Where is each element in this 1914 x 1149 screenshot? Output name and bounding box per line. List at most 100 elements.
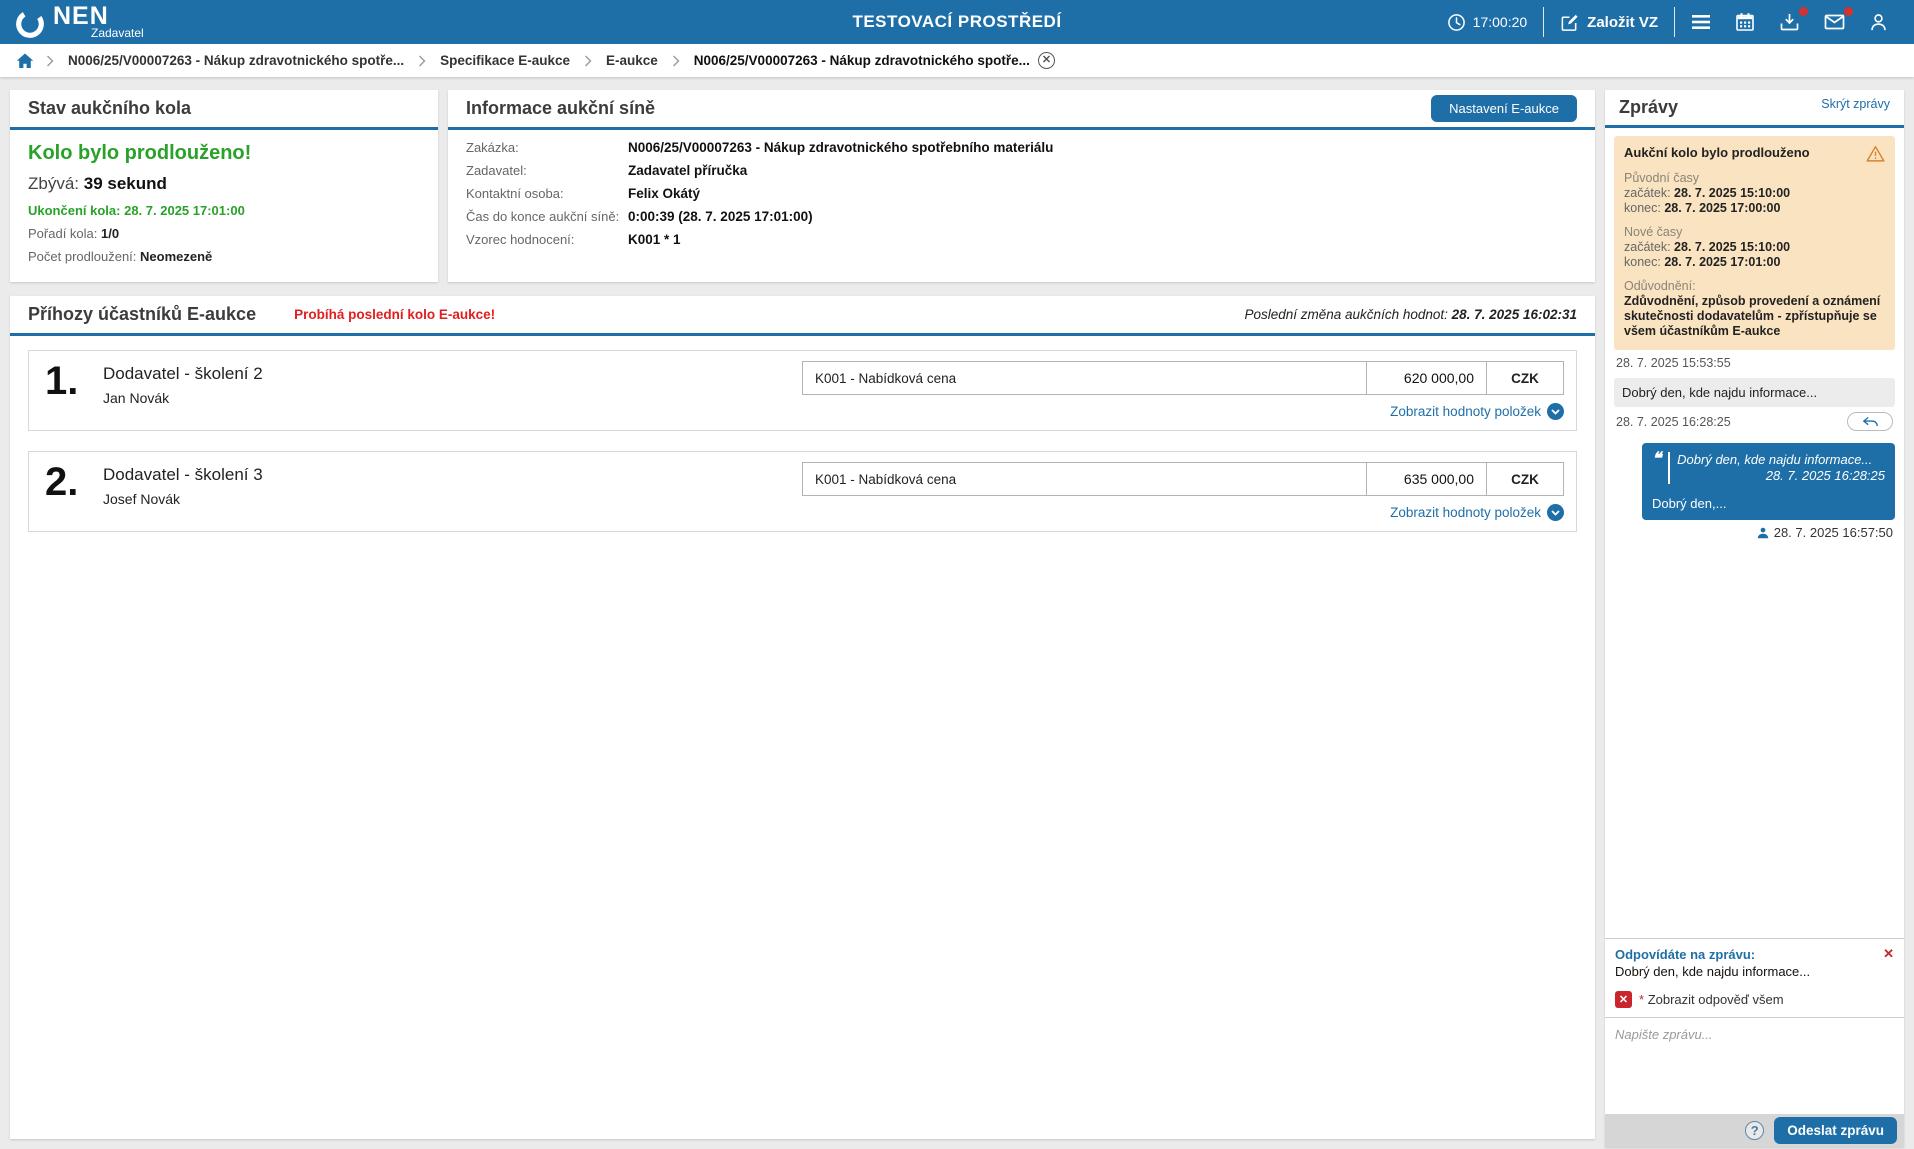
home-icon[interactable] bbox=[16, 53, 34, 69]
bids-title: Příhozy účastníků E-aukce bbox=[28, 304, 257, 324]
header-toolbar: 17:00:20 Založit VZ bbox=[1435, 0, 1914, 44]
quoted-message: ❝ Dobrý den, kde najdu informace... 28. … bbox=[1652, 450, 1885, 484]
last-change-label: Poslední změna aukčních hodnot: bbox=[1244, 307, 1448, 322]
notice-timestamp: 28. 7. 2025 15:53:55 bbox=[1616, 356, 1731, 370]
warning-icon bbox=[1866, 145, 1885, 162]
bid-criterion-label: K001 - Nabídková cena bbox=[803, 463, 1367, 495]
show-item-values-label: Zobrazit hodnoty položek bbox=[1390, 505, 1541, 520]
show-item-values-link[interactable]: Zobrazit hodnoty položek bbox=[802, 504, 1564, 521]
round-extensions-label: Počet prodloužení: bbox=[28, 249, 137, 264]
clock-icon bbox=[1447, 13, 1465, 31]
bid-rank: 2. bbox=[45, 460, 79, 504]
mail-icon bbox=[1824, 14, 1845, 30]
bid-criterion-label: K001 - Nabídková cena bbox=[803, 362, 1367, 394]
environment-title: TESTOVACÍ PROSTŘEDÍ bbox=[852, 12, 1062, 31]
round-extensions: Počet prodloužení: Neomezeně bbox=[28, 249, 420, 264]
user-button[interactable] bbox=[1857, 0, 1900, 44]
quote-timestamp: 28. 7. 2025 16:28:25 bbox=[1765, 468, 1885, 483]
breadcrumb-item-eauction[interactable]: E-aukce bbox=[605, 53, 658, 68]
round-order-label: Pořadí kola: bbox=[28, 226, 98, 241]
header-divider bbox=[1543, 7, 1545, 37]
help-icon[interactable]: ? bbox=[1745, 1121, 1765, 1140]
end-value: 28. 7. 2025 17:01:00 bbox=[1664, 255, 1781, 269]
info-value: Zadavatel příručka bbox=[628, 163, 748, 178]
start-label: začátek: bbox=[1624, 240, 1671, 254]
reason-label: Odůvodnění: bbox=[1624, 279, 1696, 293]
reply-icon bbox=[1863, 416, 1878, 426]
original-start: začátek: 28. 7. 2025 15:10:00 bbox=[1624, 186, 1885, 201]
inbox-button[interactable] bbox=[1767, 0, 1812, 44]
inbox-icon bbox=[1780, 14, 1799, 31]
quote-text: Dobrý den, kde najdu informace... bbox=[1677, 452, 1873, 467]
menu-icon bbox=[1692, 15, 1710, 29]
mail-button[interactable] bbox=[1812, 0, 1857, 44]
messages-list[interactable]: Aukční kolo bylo prodlouženo Původní čas… bbox=[1605, 128, 1904, 938]
bid-person: Josef Novák bbox=[103, 491, 181, 507]
breadcrumb-item-specification[interactable]: Specifikace E-aukce bbox=[440, 53, 570, 68]
time-remaining: Zbývá: 39 sekund bbox=[28, 174, 420, 194]
round-extensions-value: Neomezeně bbox=[140, 249, 213, 264]
show-item-values-link[interactable]: Zobrazit hodnoty položek bbox=[802, 403, 1564, 420]
round-end-value: 28. 7. 2025 17:01:00 bbox=[124, 203, 245, 218]
message-input[interactable] bbox=[1605, 1018, 1904, 1114]
outgoing-message: ❝ Dobrý den, kde najdu informace... 28. … bbox=[1642, 443, 1895, 520]
start-value: 28. 7. 2025 15:10:00 bbox=[1674, 186, 1791, 200]
bid-value: 635 000,00 bbox=[1367, 463, 1487, 495]
bid-supplier: Dodavatel - školení 2 bbox=[103, 364, 263, 383]
breadcrumb-item-current: N006/25/V00007263 - Nákup zdravotnického… bbox=[693, 53, 1030, 68]
outgoing-text: Dobrý den,... bbox=[1652, 496, 1727, 511]
bid-person: Jan Novák bbox=[103, 390, 170, 406]
new-end: konec: 28. 7. 2025 17:01:00 bbox=[1624, 255, 1885, 270]
chevron-right-icon bbox=[419, 55, 426, 66]
auction-info-title: Informace aukční síně bbox=[466, 98, 656, 118]
incoming-timestamp: 28. 7. 2025 16:28:25 bbox=[1616, 414, 1731, 429]
chevron-down-icon bbox=[1547, 504, 1564, 521]
messages-empty-space bbox=[1614, 540, 1895, 930]
create-vz-button[interactable]: Založit VZ bbox=[1548, 0, 1670, 44]
auction-settings-button[interactable]: Nastavení E-aukce bbox=[1431, 95, 1577, 122]
bid-row: 2. Dodavatel - školení 3 Josef Novák K00… bbox=[28, 451, 1577, 532]
inbox-badge bbox=[1799, 7, 1808, 16]
round-extended-notice: Aukční kolo bylo prodlouženo Původní čas… bbox=[1614, 136, 1895, 350]
hide-messages-link[interactable]: Skrýt zprávy bbox=[1821, 97, 1890, 111]
round-status-title: Stav aukčního kola bbox=[28, 98, 192, 118]
outgoing-timestamp: 28. 7. 2025 16:57:50 bbox=[1773, 525, 1893, 540]
new-start: začátek: 28. 7. 2025 15:10:00 bbox=[1624, 240, 1885, 255]
info-label: Zakázka: bbox=[466, 140, 519, 155]
send-message-button[interactable]: Odeslat zprávu bbox=[1774, 1117, 1897, 1144]
bid-row: 1. Dodavatel - školení 2 Jan Novák K001 … bbox=[28, 350, 1577, 431]
mail-badge bbox=[1844, 7, 1853, 16]
reply-button[interactable] bbox=[1847, 412, 1893, 431]
info-value: 0:00:39 (28. 7. 2025 17:01:00) bbox=[628, 209, 813, 224]
clock-value: 17:00:20 bbox=[1472, 14, 1528, 30]
replying-to-label: Odpovídáte na zprávu: bbox=[1615, 947, 1756, 962]
bid-value: 620 000,00 bbox=[1367, 362, 1487, 394]
bid-price-table: K001 - Nabídková cena 620 000,00 CZK bbox=[802, 361, 1564, 395]
nen-logo[interactable]: NEN Zadavatel bbox=[14, 4, 144, 40]
show-item-values-label: Zobrazit hodnoty položek bbox=[1390, 404, 1541, 419]
breadcrumb-close-icon[interactable]: ✕ bbox=[1037, 52, 1055, 69]
app-header: NEN Zadavatel TESTOVACÍ PROSTŘEDÍ 17:00:… bbox=[0, 0, 1914, 44]
notice-title: Aukční kolo bylo prodlouženo bbox=[1624, 145, 1810, 160]
round-end: Ukončení kola: 28. 7. 2025 17:01:00 bbox=[28, 203, 420, 218]
new-times-label: Nové časy bbox=[1624, 225, 1683, 239]
menu-button[interactable] bbox=[1679, 0, 1723, 44]
info-label: Zadavatel: bbox=[466, 163, 527, 178]
reason-text: Zdůvodnění, způsob provedení a oznámení … bbox=[1624, 294, 1881, 338]
show-all-checkbox[interactable]: ✕ bbox=[1615, 991, 1632, 1008]
end-label: konec: bbox=[1624, 255, 1661, 269]
calendar-button[interactable] bbox=[1723, 0, 1767, 44]
bids-panel: Příhozy účastníků E-aukce Probíhá posled… bbox=[10, 296, 1595, 1139]
session-clock: 17:00:20 bbox=[1435, 0, 1540, 44]
breadcrumb-item-contract[interactable]: N006/25/V00007263 - Nákup zdravotnického… bbox=[68, 53, 405, 68]
cancel-reply-icon[interactable]: ✕ bbox=[1883, 946, 1894, 961]
bid-supplier: Dodavatel - školení 3 bbox=[103, 465, 263, 484]
last-change: Poslední změna aukčních hodnot: 28. 7. 2… bbox=[1244, 307, 1577, 322]
info-row-time-left: Čas do konce aukční síně: 0:00:39 (28. 7… bbox=[466, 210, 1577, 224]
info-label: Čas do konce aukční síně: bbox=[466, 209, 620, 224]
info-value: N006/25/V00007263 - Nákup zdravotnického… bbox=[628, 140, 1054, 155]
info-row-formula: Vzorec hodnocení: K001 * 1 bbox=[466, 233, 1577, 247]
info-value: Felix Okátý bbox=[628, 186, 701, 201]
messages-title: Zprávy bbox=[1619, 97, 1679, 117]
incoming-message: Dobrý den, kde najdu informace... bbox=[1614, 378, 1895, 407]
